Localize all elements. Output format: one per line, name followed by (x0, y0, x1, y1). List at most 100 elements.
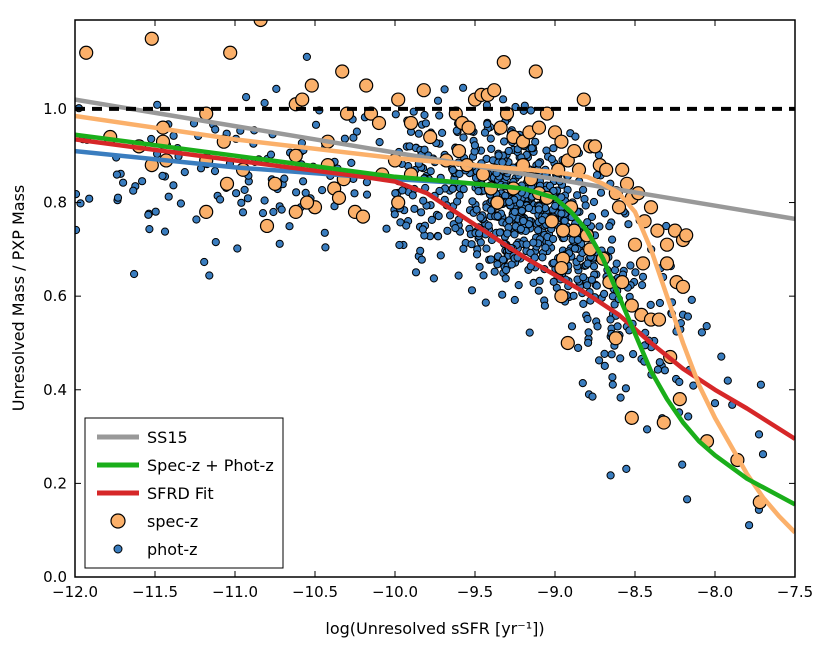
phot-z-point (505, 197, 514, 206)
phot-z-point (689, 381, 698, 390)
spec-z-point (554, 134, 569, 149)
phot-z-point (510, 295, 519, 305)
x-axis-label: log(Unresolved sSFR [yr⁻¹]) (325, 619, 544, 638)
phot-z-point (595, 356, 604, 365)
phot-z-point (417, 255, 426, 264)
phot-z-point (486, 134, 495, 143)
phot-z-point (529, 238, 538, 247)
spec-z-point (679, 228, 694, 243)
spec-z-point (672, 392, 687, 407)
phot-z-point (169, 131, 178, 140)
phot-z-point (205, 271, 214, 280)
phot-z-point (408, 191, 417, 200)
spec-z-point (403, 115, 419, 131)
phot-z-point (622, 464, 631, 473)
y-tick-label: 0.4 (43, 381, 67, 399)
phot-z-point (467, 286, 477, 295)
phot-z-point (75, 225, 81, 235)
phot-z-point (498, 290, 507, 299)
phot-z-point (538, 216, 547, 225)
x-tick-label: −8.5 (617, 583, 653, 601)
spec-z-point (608, 331, 623, 346)
phot-z-point (375, 138, 384, 147)
phot-z-point (495, 228, 504, 237)
phot-z-point (210, 167, 220, 176)
spec-z-point (544, 214, 559, 229)
y-axis-label: Unresolved Mass / PXP Mass (9, 185, 28, 412)
phot-z-point (493, 260, 502, 269)
phot-z-point (580, 194, 589, 204)
phot-z-point (499, 255, 508, 264)
phot-z-point (610, 300, 619, 309)
phot-z-point (675, 377, 684, 387)
phot-z-point (547, 155, 557, 164)
phot-z-point (683, 312, 693, 321)
phot-z-point (216, 195, 225, 204)
phot-z-point (482, 244, 491, 253)
phot-z-point (687, 295, 696, 304)
phot-z-point (570, 244, 580, 253)
phot-z-point (479, 271, 488, 280)
spec-z-point (423, 129, 438, 145)
x-tick-label: −10.5 (292, 583, 338, 601)
phot-z-point (608, 235, 617, 244)
phot-z-point (419, 196, 428, 205)
phot-z-point (390, 210, 399, 219)
phot-z-point (340, 134, 349, 143)
phot-z-point (484, 221, 493, 230)
y-tick-label: 0.6 (43, 287, 67, 305)
phot-z-point (311, 120, 321, 129)
phot-z-point (448, 184, 457, 193)
phot-z-point (584, 328, 593, 337)
phot-z-point (606, 315, 615, 324)
phot-z-point (349, 133, 358, 142)
phot-z-point (438, 128, 447, 137)
y-tick-label: 0.0 (43, 568, 67, 586)
legend-label-spec-z: spec-z (147, 512, 198, 531)
phot-z-point (472, 250, 482, 259)
spec-z-point (304, 78, 319, 93)
phot-z-point (233, 244, 242, 253)
x-tick-label: −9.0 (537, 583, 573, 601)
phot-z-point (180, 168, 189, 177)
spec-z-point (611, 200, 627, 215)
spec-z-point (259, 218, 275, 234)
phot-z-point (560, 216, 569, 226)
phot-z-point (612, 259, 621, 268)
spec-z-point (635, 256, 651, 271)
phot-z-point (418, 225, 427, 234)
spec-z-point (650, 223, 665, 238)
spec-z-point (496, 55, 511, 70)
phot-z-point (269, 207, 278, 217)
phot-z-point (526, 106, 536, 115)
phot-z-point (426, 167, 435, 176)
legend-marker-spec-z (110, 513, 126, 529)
x-tick-label: −7.5 (777, 583, 813, 601)
phot-z-point (631, 268, 640, 277)
spec-z-point (531, 120, 547, 135)
spec-z-point (461, 120, 476, 135)
phot-z-point (472, 205, 481, 214)
phot-z-point (414, 129, 423, 138)
phot-z-point (433, 96, 443, 105)
phot-z-point (621, 384, 631, 393)
phot-z-point (588, 392, 597, 401)
phot-z-point (505, 216, 514, 225)
phot-z-point (277, 205, 286, 214)
phot-z-point (119, 178, 128, 187)
phot-z-point (579, 273, 588, 282)
phot-z-point (455, 169, 464, 178)
phot-z-point (487, 206, 496, 215)
legend-label-spec-phot: Spec-z + Phot-z (147, 456, 274, 475)
spec-z-point (567, 143, 582, 159)
phot-z-point (242, 93, 251, 102)
x-tick-label: −12.0 (52, 583, 98, 601)
phot-z-point (382, 224, 391, 233)
spec-z-point (144, 31, 159, 46)
spec-z-point (651, 312, 667, 327)
phot-z-point (534, 159, 543, 168)
phot-z-point (481, 298, 490, 307)
phot-z-point (574, 343, 583, 352)
phot-z-point (626, 261, 635, 270)
phot-z-point (138, 177, 147, 186)
